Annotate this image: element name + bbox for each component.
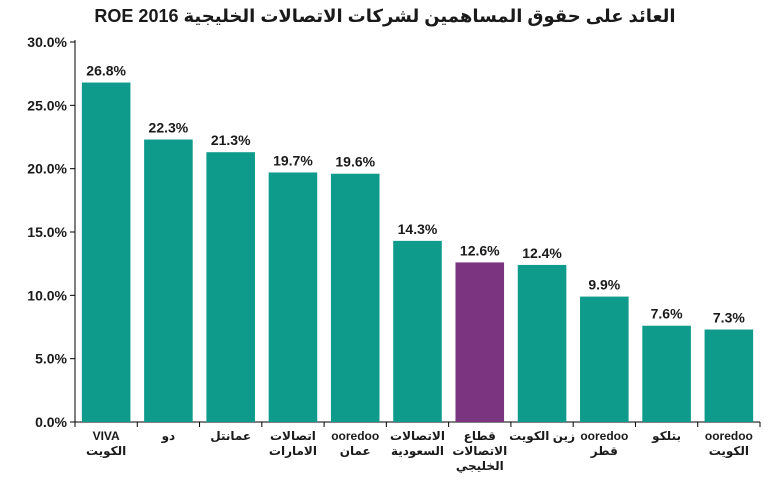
data-label: 26.8% <box>86 63 126 79</box>
x-category-label: الخليجي <box>456 459 504 473</box>
data-label: 7.3% <box>713 310 745 326</box>
x-category-label: ooredoo <box>331 429 379 443</box>
bar <box>393 240 442 422</box>
x-category-label: عمان <box>340 444 371 458</box>
y-tick-label: 5.0% <box>35 351 67 367</box>
bar <box>330 173 380 422</box>
x-category-label: الكويت <box>86 444 126 459</box>
data-label: 14.3% <box>398 221 438 237</box>
x-category-label: زين الكويت <box>509 429 575 444</box>
bar <box>81 82 131 423</box>
bar <box>642 325 691 422</box>
data-label: 19.7% <box>273 152 313 168</box>
x-category-label: ooredoo <box>580 429 628 443</box>
bar <box>517 264 567 422</box>
data-label: 7.6% <box>651 306 683 322</box>
bar <box>144 139 193 423</box>
y-tick-label: 10.0% <box>27 287 67 303</box>
y-tick-label: 25.0% <box>27 97 67 113</box>
x-category-label: الكويت <box>709 444 749 459</box>
data-label: 21.3% <box>211 132 251 148</box>
data-label: 22.3% <box>149 120 189 136</box>
chart-title: العائد على حقوق المساهمين لشركات الاتصال… <box>94 6 676 26</box>
x-category-label: ooredoo <box>705 429 753 443</box>
x-category-label: الاتصالات <box>452 444 507 458</box>
x-category-label: اتصالات <box>270 429 316 443</box>
bar <box>704 329 754 422</box>
x-category-label: قطر <box>590 444 618 458</box>
y-tick-label: 15.0% <box>27 224 67 240</box>
x-category-label: قطاع <box>464 429 496 443</box>
x-category-label: VIVA <box>93 429 120 443</box>
bar <box>580 296 629 422</box>
data-label: 12.6% <box>460 242 500 258</box>
data-label: 9.9% <box>588 277 620 293</box>
x-category-label: دو <box>161 429 176 444</box>
y-tick-label: 0.0% <box>35 414 67 430</box>
bar <box>455 262 505 422</box>
x-category-label: الاتصالات <box>390 429 445 443</box>
y-tick-label: 30.0% <box>27 34 67 50</box>
bar <box>206 152 255 422</box>
x-category-label: السعودية <box>391 444 444 459</box>
data-label: 19.6% <box>335 154 375 170</box>
x-category-label: بتلكو <box>651 429 681 444</box>
x-category-label: الامارات <box>269 444 317 458</box>
bar <box>268 172 318 422</box>
data-label: 12.4% <box>522 245 562 261</box>
x-category-label: عمانتل <box>210 429 251 443</box>
y-tick-label: 20.0% <box>27 161 67 177</box>
